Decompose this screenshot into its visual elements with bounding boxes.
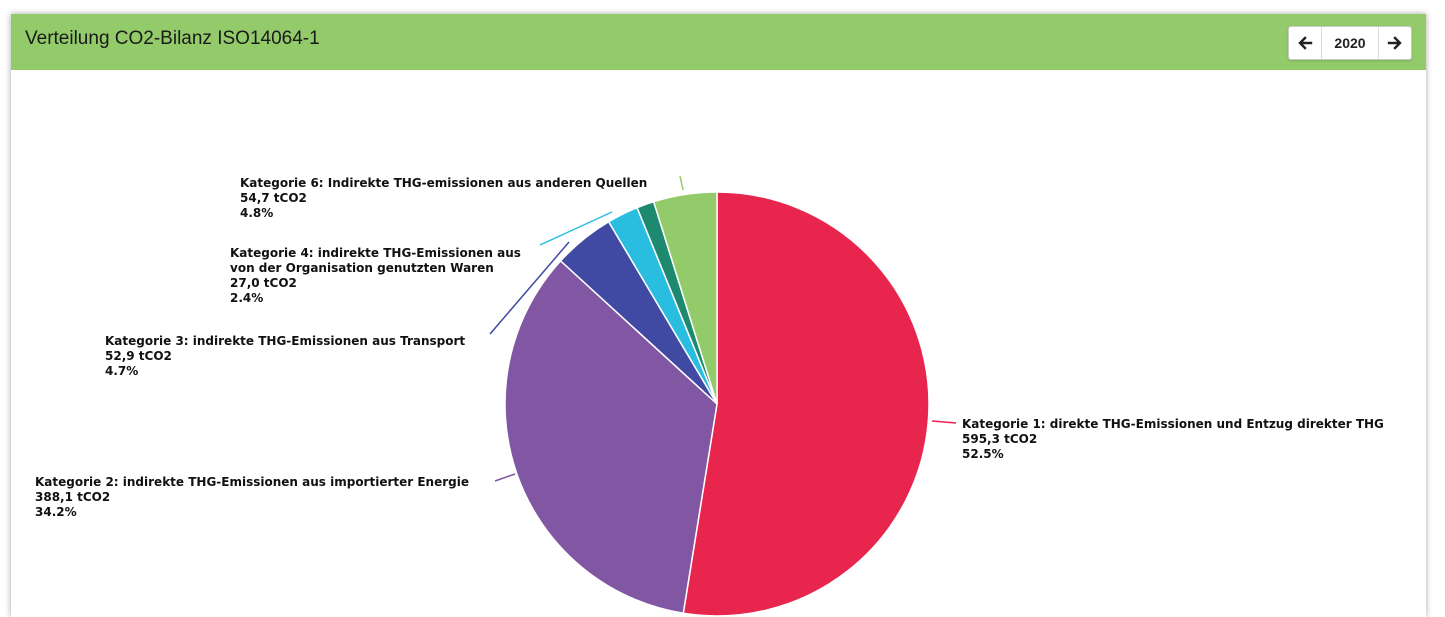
- year-pager: 2020: [1288, 26, 1412, 60]
- slice-label-line: Kategorie 4: indirekte THG-Emissionen au…: [230, 246, 521, 260]
- prev-year-button[interactable]: [1289, 27, 1321, 59]
- panel-title: Verteilung CO2-Bilanz ISO14064-1: [25, 28, 320, 49]
- slice-label-6: Kategorie 6: Indirekte THG-emissionen au…: [240, 176, 647, 220]
- arrow-left-icon: [1298, 36, 1313, 50]
- pie-slices: [504, 191, 930, 617]
- label-connector-3: [489, 241, 570, 335]
- slice-label-line: 595,3 tCO2: [962, 432, 1037, 446]
- slice-label-line: von der Organisation genutzten Waren: [230, 261, 494, 275]
- slice-label-1: Kategorie 1: direkte THG-Emissionen und …: [962, 417, 1384, 461]
- label-connectors: [489, 175, 957, 482]
- slice-labels: Kategorie 1: direkte THG-Emissionen und …: [35, 176, 1384, 519]
- label-connector-2: [494, 473, 516, 482]
- year-label: 2020: [1321, 27, 1379, 59]
- label-connector-1: [931, 420, 957, 424]
- panel-header: Verteilung CO2-Bilanz ISO14064-1 2020: [11, 14, 1426, 70]
- slice-label-line: Kategorie 6: Indirekte THG-emissionen au…: [240, 176, 647, 190]
- slice-label-line: 4.8%: [240, 206, 273, 220]
- slice-label-line: 2.4%: [230, 291, 263, 305]
- label-connector-4: [539, 211, 613, 246]
- slice-label-line: 52.5%: [962, 447, 1004, 461]
- slice-label-2: Kategorie 2: indirekte THG-Emissionen au…: [35, 475, 469, 519]
- slice-label-line: 34.2%: [35, 505, 77, 519]
- next-year-button[interactable]: [1379, 27, 1411, 59]
- slice-label-4: Kategorie 4: indirekte THG-Emissionen au…: [230, 246, 521, 305]
- slice-label-line: 54,7 tCO2: [240, 191, 307, 205]
- slice-label-line: Kategorie 2: indirekte THG-Emissionen au…: [35, 475, 469, 489]
- slice-label-line: Kategorie 1: direkte THG-Emissionen und …: [962, 417, 1384, 431]
- pie-slice-6[interactable]: [652, 191, 718, 405]
- arrow-right-icon: [1387, 36, 1402, 50]
- slice-label-line: 388,1 tCO2: [35, 490, 110, 504]
- slice-label-line: 52,9 tCO2: [105, 349, 172, 363]
- slice-label-line: Kategorie 3: indirekte THG-Emissionen au…: [105, 334, 465, 348]
- label-connector-6: [679, 175, 684, 191]
- slice-label-line: 27,0 tCO2: [230, 276, 297, 290]
- pie-slice-1[interactable]: [682, 191, 930, 617]
- pie-slice-2[interactable]: [504, 259, 718, 615]
- slice-label-3: Kategorie 3: indirekte THG-Emissionen au…: [105, 334, 465, 378]
- slice-label-line: 4.7%: [105, 364, 138, 378]
